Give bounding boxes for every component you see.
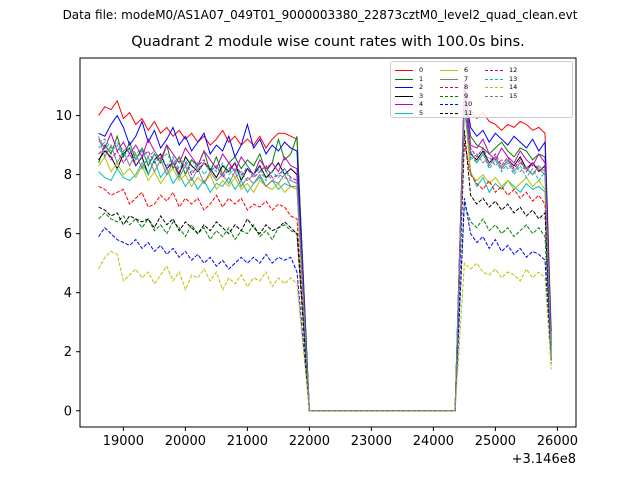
chart-title: Quadrant 2 module wise count rates with … (131, 34, 525, 50)
x-tick-label: 25000 (475, 434, 516, 449)
legend-label: 9 (464, 91, 469, 100)
legend-swatch (440, 113, 458, 114)
legend-label: 10 (464, 100, 473, 109)
legend-swatch (440, 78, 458, 80)
legend-swatch (485, 95, 503, 97)
x-tick-label: 22000 (289, 434, 330, 449)
y-tick-label: 2 (64, 345, 72, 360)
series-line-11 (98, 130, 552, 412)
series-line-9 (98, 203, 552, 412)
series-line-14 (98, 250, 552, 412)
legend-label: 6 (464, 66, 469, 74)
legend-label: 0 (419, 66, 424, 74)
series-line-1 (98, 91, 552, 412)
data-file-suptitle: Data file: modeM0/AS1A07_049T01_90000033… (62, 8, 578, 22)
legend-swatch (485, 78, 503, 80)
series-line-4 (98, 80, 552, 412)
legend-swatch (395, 113, 413, 114)
x-axis-offset-label: +3.146e8 (511, 452, 576, 467)
legend-swatch (485, 87, 503, 89)
x-tick-label: 19000 (103, 434, 144, 449)
x-tick-label: 24000 (413, 434, 454, 449)
x-tick-label: 21000 (227, 434, 268, 449)
legend-swatch (395, 87, 413, 89)
series-line-5 (98, 103, 552, 412)
series-layer (98, 80, 552, 412)
legend-swatch (485, 70, 503, 71)
legend-label: 7 (464, 74, 469, 83)
legend: 0 1 2 3 4 5 6 7 8 9 10 11 12 13 14 15 (390, 61, 573, 118)
y-tick-label: 6 (64, 227, 72, 242)
series-line-6 (98, 100, 552, 412)
series-line-2 (98, 88, 552, 412)
plot-frame (79, 57, 577, 428)
legend-label: 4 (419, 100, 424, 109)
legend-swatch (440, 70, 458, 71)
legend-swatch (395, 78, 413, 80)
y-tick-label: 4 (64, 286, 72, 301)
legend-label: 1 (419, 74, 424, 83)
series-line-0 (98, 85, 552, 412)
legend-label: 3 (419, 91, 424, 100)
x-tick-label: 23000 (351, 434, 392, 449)
legend-swatch (440, 87, 458, 89)
legend-swatch (395, 70, 413, 71)
x-tick-label: 20000 (165, 434, 206, 449)
y-tick-label: 10 (55, 109, 72, 124)
legend-swatch (395, 95, 413, 97)
x-tick-label: 26000 (537, 434, 578, 449)
legend-label: 15 (509, 91, 518, 100)
legend-label: 14 (509, 83, 518, 92)
y-tick-label: 8 (64, 168, 72, 183)
legend-label: 8 (464, 83, 469, 92)
y-tick-label: 0 (64, 404, 72, 419)
legend-label: 12 (509, 66, 518, 74)
legend-label: 2 (419, 83, 424, 92)
legend-label: 13 (509, 74, 518, 83)
series-line-8 (98, 142, 552, 412)
legend-label: 11 (464, 109, 473, 117)
legend-label: 5 (419, 109, 424, 117)
series-line-12 (98, 97, 552, 412)
legend-swatch (395, 104, 413, 106)
legend-swatch (440, 104, 458, 106)
series-line-15 (98, 106, 552, 412)
series-line-13 (98, 109, 552, 412)
series-line-7 (98, 94, 552, 412)
axis-layer: 19000 20000 21000 22000 23000 24000 25000 26000… (55, 109, 578, 449)
legend-swatch (440, 95, 458, 97)
series-line-10 (98, 198, 552, 412)
